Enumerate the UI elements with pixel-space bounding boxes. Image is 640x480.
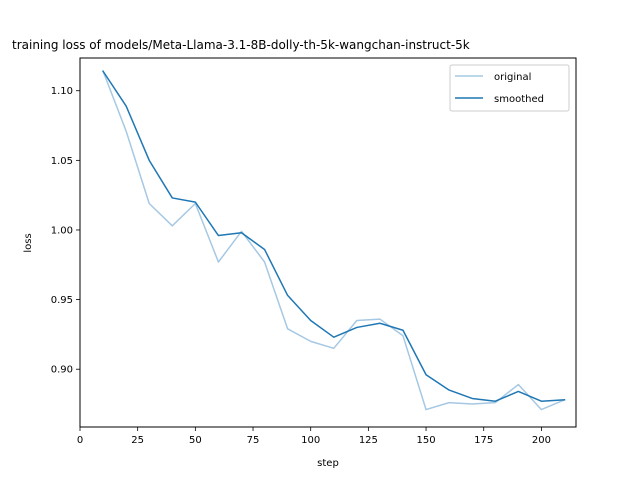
x-tick-label: 175 [474,435,493,446]
x-tick-label: 125 [359,435,378,446]
plot-area [80,58,576,427]
x-tick-label: 150 [416,435,435,446]
y-tick-label: 0.90 [51,365,73,376]
legend: original smoothed [449,64,570,112]
x-tick-label: 100 [301,435,320,446]
plot-content [102,70,566,411]
y-tick-label: 1.00 [51,225,73,236]
y-tick-label: 1.05 [51,156,73,167]
axes-frame [79,57,577,428]
x-tick-label: 75 [247,435,260,446]
x-axis-label: step [317,458,339,469]
y-tick-label: 1.10 [51,86,73,97]
x-tick-label: 0 [77,435,83,446]
y-tick-label: 0.95 [51,295,73,306]
x-tick-label: 50 [189,435,202,446]
axes: 0 25 50 75 100 125 150 175 200 0.90 0.95 1.00 1.05 1.… [51,57,577,446]
y-axis-label: loss [23,233,34,252]
chart-title: training loss of models/Meta-Llama-3.1-8… [12,38,470,52]
legend-label-original: original [494,72,531,83]
x-tick-label: 25 [131,435,144,446]
x-tick-label: 200 [532,435,551,446]
legend-label-smoothed: smoothed [494,94,544,105]
